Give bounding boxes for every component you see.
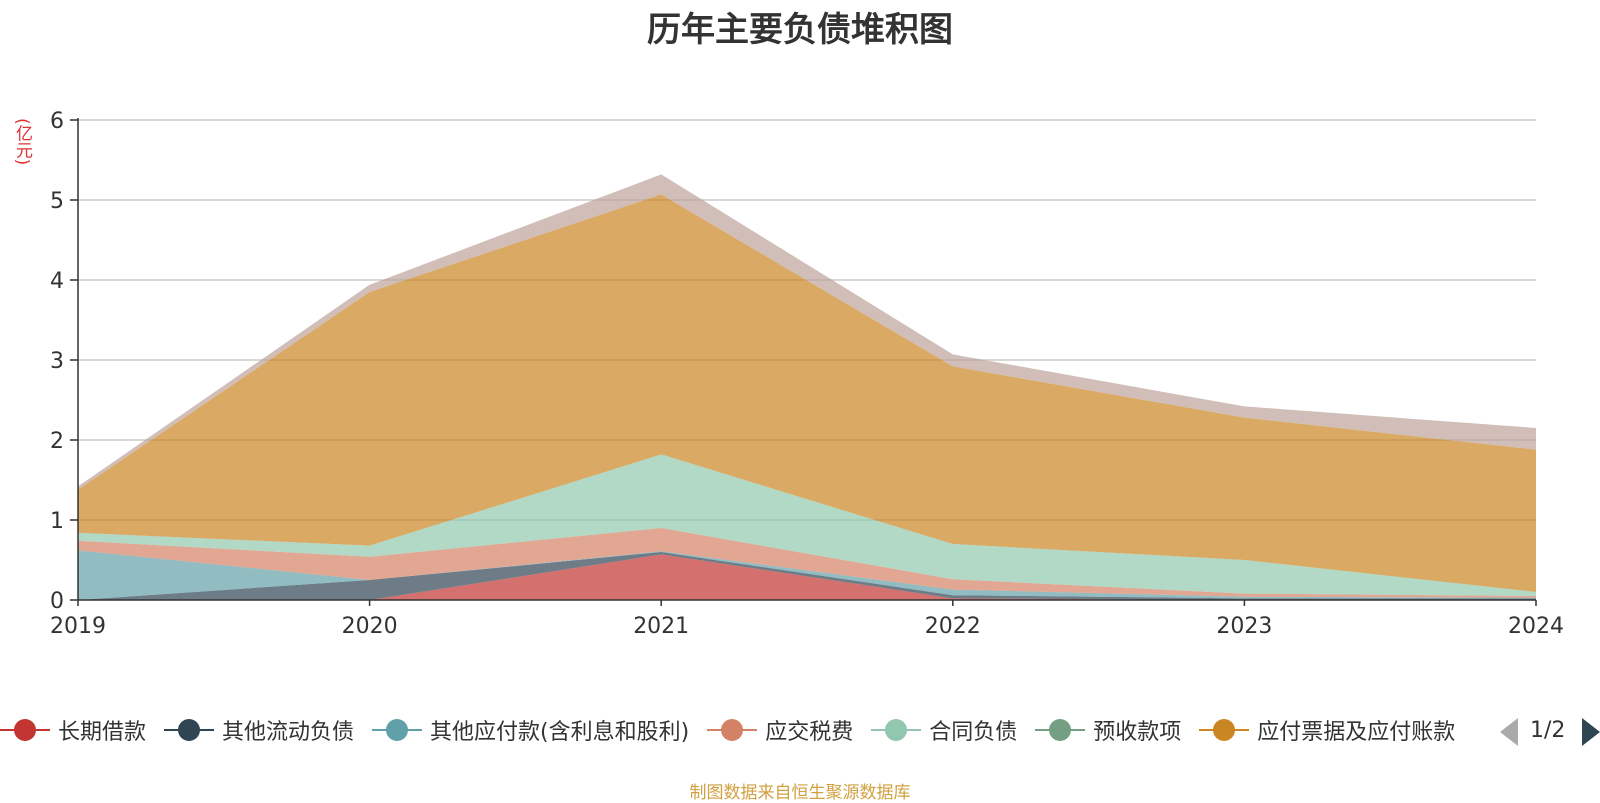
x-tick-label: 2019: [50, 614, 106, 639]
area-series-4: [78, 454, 1536, 596]
x-tick-label: 2021: [633, 614, 689, 639]
legend-label: 预收款项: [1093, 720, 1182, 745]
area-series-3: [78, 528, 1536, 598]
pager-next-arrow-icon[interactable]: [1582, 718, 1600, 746]
y-tick-label: 2: [50, 429, 64, 454]
x-tick-label: 2022: [925, 614, 981, 639]
y-tick-label: 1: [50, 509, 64, 534]
legend-marker-icon: [0, 718, 50, 742]
legend: 长期借款 其他流动负债 其他应付款(含利息和股利) 应交税费 合同负债 预收款项 应付票据及…: [0, 712, 1480, 748]
legend-item[interactable]: 其他流动负债: [164, 712, 354, 748]
y-axis-unit-label: (亿元): [12, 118, 32, 166]
area-series: [78, 174, 1536, 600]
x-tick-label: 2023: [1216, 614, 1272, 639]
legend-marker-icon: [707, 718, 758, 742]
legend-label: 应交税费: [765, 720, 854, 745]
area-series-1: [78, 552, 1536, 600]
y-tick-label: 0: [50, 589, 64, 614]
legend-pager: 1/2: [1500, 716, 1600, 750]
legend-label: 应付票据及应付账款: [1257, 720, 1456, 745]
legend-marker-icon: [871, 718, 922, 742]
y-tick-label: 6: [50, 109, 64, 134]
legend-label: 合同负债: [929, 720, 1018, 745]
area-series-0: [78, 554, 1536, 600]
legend-item[interactable]: 其他应付款(含利息和股利): [372, 712, 689, 748]
y-tick-label: 5: [50, 189, 64, 214]
chart-title: 历年主要负债堆积图: [647, 10, 953, 50]
y-tick-label: 3: [50, 349, 64, 374]
pager-prev-arrow-icon[interactable]: [1500, 718, 1518, 746]
legend-item[interactable]: 长期借款: [0, 712, 146, 748]
legend-label: 其他应付款(含利息和股利): [430, 720, 690, 745]
legend-item[interactable]: 应付票据及应付账款: [1199, 712, 1455, 748]
legend-label: 其他流动负债: [222, 720, 355, 745]
legend-marker-icon: [164, 718, 215, 742]
legend-label: 长期借款: [58, 720, 147, 745]
axes: 0 1 2 3 4 5 6 2019 2020 2021 2022 2023 2024: [50, 109, 1564, 639]
area-series-6: [78, 194, 1536, 592]
x-tick-label: 2024: [1508, 614, 1564, 639]
legend-marker-icon: [1035, 718, 1086, 742]
legend-marker-icon: [372, 718, 423, 742]
legend-marker-icon: [1199, 718, 1250, 742]
legend-item[interactable]: 预收款项: [1035, 712, 1181, 748]
legend-item[interactable]: 合同负债: [871, 712, 1017, 748]
y-tick-label: 4: [50, 269, 64, 294]
x-tick-label: 2020: [342, 614, 398, 639]
legend-item[interactable]: 应交税费: [707, 712, 853, 748]
pager-page-indicator: 1/2: [1530, 718, 1566, 743]
data-source-note: 制图数据来自恒生聚源数据库: [689, 783, 911, 803]
